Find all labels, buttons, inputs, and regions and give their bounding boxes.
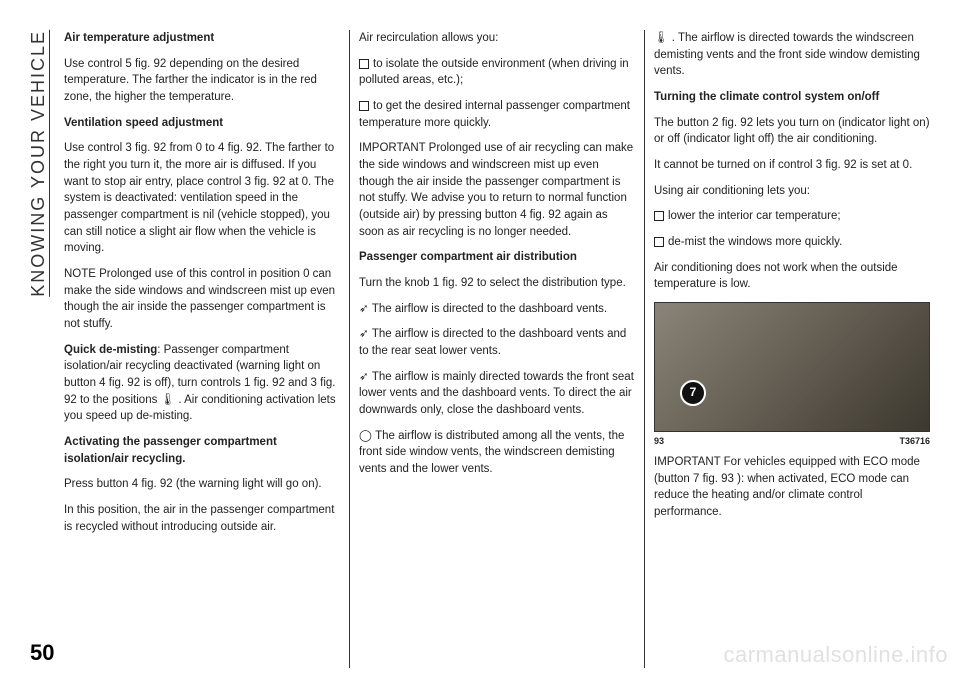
para: Use control 3 fig. 92 from 0 to 4 fig. 9… (64, 140, 340, 257)
para: Air recirculation allows you: (359, 30, 635, 47)
para: In this position, the air in the passeng… (64, 502, 340, 535)
callout-marker: 7 (680, 380, 706, 406)
figure-number: 93 (654, 435, 664, 448)
para: IMPORTANT For vehicles equipped with ECO… (654, 454, 930, 521)
figure-93: 7 93 T36716 (654, 302, 930, 448)
figure-caption: 93 T36716 (654, 435, 930, 448)
list-item: de-mist the windows more quickly. (668, 236, 842, 248)
para: . The airflow is directed towards the wi… (654, 32, 920, 77)
para: The airflow is directed to the dashboard… (359, 328, 626, 357)
heading-demist: Quick de-misting (64, 344, 157, 356)
vent-icon: ➶ (359, 303, 372, 315)
list-item: to get the desired internal passenger co… (359, 100, 630, 129)
heading-vent-speed: Ventilation speed adjustment (64, 117, 223, 129)
list-item: to isolate the outside environment (when… (359, 58, 629, 87)
para: The airflow is directed to the dashboard… (372, 303, 607, 315)
para: Using air conditioning lets you: (654, 183, 930, 200)
defrost-icon: 🌡 (654, 32, 672, 44)
para: The button 2 fig. 92 lets you turn on (i… (654, 115, 930, 148)
para: The airflow is mainly directed towards t… (359, 371, 634, 416)
para: Press button 4 fig. 92 (the warning ligh… (64, 476, 340, 493)
para: Air conditioning does not work when the … (654, 260, 930, 293)
heading-recycle: Activating the passenger compartment iso… (64, 436, 277, 465)
heading-air-temp: Air temperature adjustment (64, 32, 214, 44)
page-number: 50 (30, 640, 54, 666)
list-item: lower the interior car temperature; (668, 210, 841, 222)
bullet-icon (654, 237, 664, 247)
watermark: carmanualsonline.info (723, 642, 948, 668)
content-columns: Air temperature adjustment Use control 5… (64, 30, 930, 668)
column-1: Air temperature adjustment Use control 5… (64, 30, 340, 668)
vent-icon: ◯ (359, 430, 375, 442)
para: It cannot be turned on if control 3 fig.… (654, 157, 930, 174)
figure-code: T36716 (899, 435, 930, 448)
para: Turn the knob 1 fig. 92 to select the di… (359, 275, 635, 292)
section-label: KNOWING YOUR VEHICLE (20, 30, 50, 297)
heading-distribution: Passenger compartment air distribution (359, 251, 577, 263)
column-3: 🌡 . The airflow is directed towards the … (644, 30, 930, 668)
vent-icon: ➶ (359, 371, 372, 383)
heading-ac-onoff: Turning the climate control system on/of… (654, 91, 879, 103)
para: Use control 5 fig. 92 depending on the d… (64, 56, 340, 106)
bullet-icon (359, 101, 369, 111)
figure-image: 7 (654, 302, 930, 432)
para: NOTE Prolonged use of this control in po… (64, 266, 340, 333)
manual-page: KNOWING YOUR VEHICLE Air temperature adj… (0, 0, 960, 678)
para: IMPORTANT Prolonged use of air recycling… (359, 140, 635, 240)
column-2: Air recirculation allows you: to isolate… (349, 30, 635, 668)
para: The airflow is distributed among all the… (359, 430, 624, 475)
bullet-icon (359, 59, 369, 69)
bullet-icon (654, 211, 664, 221)
vent-icon: ➶ (359, 328, 372, 340)
